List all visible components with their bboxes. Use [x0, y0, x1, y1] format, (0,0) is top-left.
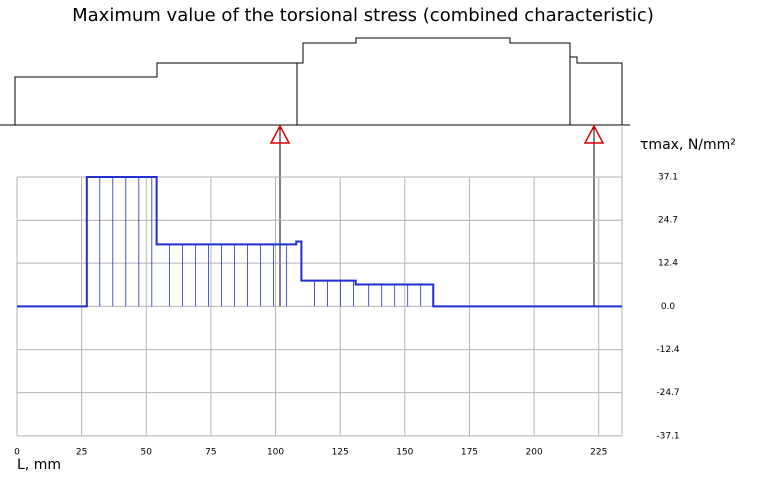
x-tick-label: 100: [267, 448, 284, 458]
shaft: [0, 37, 630, 307]
x-tick-label: 150: [396, 448, 413, 458]
y-tick-label: 12.4: [658, 259, 678, 269]
y-tick-label: 24.7: [658, 216, 678, 226]
y-tick-label: 0.0: [661, 302, 676, 312]
x-tick-label: 125: [332, 448, 349, 458]
x-tick-label: 225: [590, 448, 607, 458]
chart-title: Maximum value of the torsional stress (c…: [72, 5, 654, 26]
y-tick-label: 37.1: [658, 172, 678, 182]
x-tick-label: 25: [76, 448, 87, 458]
shaft-outline: [570, 56, 623, 125]
y-tick-label: -24.7: [656, 388, 679, 398]
x-tick-label: 0: [14, 448, 20, 458]
y-tick-label: -12.4: [656, 345, 680, 355]
shaft-outline: [14, 62, 298, 125]
x-tick-label: 200: [526, 448, 543, 458]
y-tick-label: -37.1: [656, 431, 679, 441]
support: [583, 124, 605, 144]
shaft-outline: [297, 37, 571, 125]
x-axis-label: L, mm: [17, 457, 61, 473]
stress-line: [17, 175, 622, 308]
x-tick-label: 50: [141, 448, 153, 458]
y-axis-label: τmax, N/mm²: [640, 137, 736, 153]
x-tick-label: 75: [205, 448, 216, 458]
x-tick-label: 175: [461, 448, 478, 458]
support: [269, 124, 291, 144]
